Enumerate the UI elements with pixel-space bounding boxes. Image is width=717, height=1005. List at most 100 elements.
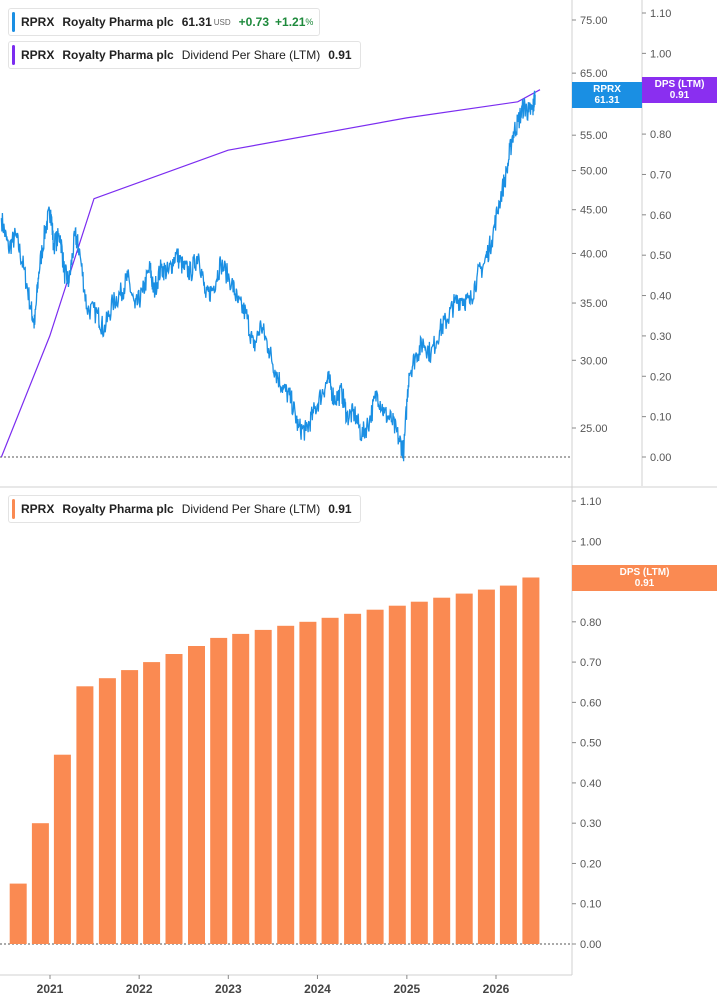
price-y-label: 50.00	[580, 166, 608, 178]
price-tag-ticker: RPRX	[593, 84, 621, 95]
dps-bar	[143, 662, 161, 944]
dps-y-axis-top: 0.00 0.10 0.20 0.30 0.40 0.50 0.60 0.70 0.80 1.00…	[642, 8, 671, 464]
dps-bar	[98, 678, 116, 944]
dps-bar	[188, 646, 205, 944]
dps-bar	[366, 609, 384, 944]
price-tag-value: 61.31	[594, 95, 620, 106]
dps-legend-top-ticker: RPRX	[21, 48, 55, 62]
x-tick-label: 2025	[393, 982, 420, 996]
dps-top-y-label: 0.00	[650, 452, 671, 464]
dps-bottom-y-label: 0.40	[580, 778, 601, 790]
dps-bar	[165, 654, 183, 944]
dps-bar	[455, 593, 473, 944]
dps-bottom-y-label: 0.70	[580, 657, 601, 669]
dps-tag-bottom-label: DPS (LTM)	[619, 567, 670, 578]
dps-legend-bottom-value: 0.91	[328, 502, 352, 516]
price-y-label: 40.00	[580, 248, 608, 260]
dps-top-y-label: 0.20	[650, 371, 671, 383]
price-y-label: 65.00	[580, 68, 608, 80]
dps-legend-bottom[interactable]: RPRX Royalty Pharma plc Dividend Per Sha…	[8, 495, 361, 523]
price-y-label: 30.00	[580, 355, 608, 367]
price-y-label: 35.00	[580, 298, 608, 310]
dps-bottom-y-label: 0.00	[580, 939, 601, 951]
dps-bar-series	[9, 577, 540, 944]
price-y-label: 25.00	[580, 423, 608, 435]
dps-bar	[321, 617, 339, 944]
dps-bottom-y-label: 0.10	[580, 899, 601, 911]
dps-bar	[499, 585, 517, 944]
dps-bottom-y-label: 0.50	[580, 738, 601, 750]
price-line	[0, 90, 536, 462]
dps-legend-top-company: Royalty Pharma plc	[62, 48, 174, 62]
dps-legend-bottom-metric: Dividend Per Share (LTM)	[181, 502, 321, 516]
dps-bottom-y-label: 0.30	[580, 818, 601, 830]
x-tick-label: 2024	[304, 982, 331, 996]
dps-top-y-label: 0.50	[650, 250, 671, 262]
price-legend-company: Royalty Pharma plc	[62, 15, 174, 29]
price-legend-change: +0.73	[238, 15, 270, 29]
dps-legend-bottom-swatch	[12, 499, 15, 519]
dps-tag-bottom-value: 0.91	[634, 578, 655, 589]
dps-bar	[53, 754, 71, 944]
dps-legend-top-swatch	[12, 45, 15, 65]
dps-bar	[232, 633, 250, 944]
dps-bar	[477, 589, 495, 944]
dps-tag-top-value: 0.91	[669, 90, 690, 101]
dps-top-y-label: 1.00	[650, 48, 671, 60]
dps-legend-top[interactable]: RPRX Royalty Pharma plc Dividend Per Sha…	[8, 41, 361, 69]
dps-bar	[299, 621, 317, 944]
price-y-label: 75.00	[580, 15, 608, 27]
dps-bar	[9, 883, 27, 944]
price-legend-change-pct: +1.21	[275, 15, 306, 29]
x-tick-label: 2023	[215, 982, 242, 996]
dps-tag-bottom: DPS (LTM) 0.91	[572, 565, 717, 591]
dps-line-series	[0, 89, 541, 458]
dps-bottom-y-label: 1.10	[580, 496, 601, 508]
dps-top-y-label: 1.10	[650, 8, 671, 20]
dps-bottom-y-label: 0.80	[580, 617, 601, 629]
dps-bar	[433, 597, 451, 944]
dps-bottom-y-label: 0.60	[580, 697, 601, 709]
dps-bar	[388, 605, 406, 944]
dps-bottom-y-label: 0.20	[580, 858, 601, 870]
dps-top-y-label: 0.30	[650, 331, 671, 343]
dps-bar	[277, 625, 295, 944]
price-legend-pct-symbol: %	[305, 17, 314, 27]
dps-bar	[344, 613, 362, 944]
dps-top-y-label: 0.70	[650, 169, 671, 181]
price-line-series	[0, 90, 536, 462]
price-legend-ticker: RPRX	[21, 15, 55, 29]
dps-top-y-label: 0.10	[650, 412, 671, 424]
dps-line	[0, 89, 541, 458]
dps-y-axis-bottom: 0.000.100.200.300.400.500.600.700.800.90…	[572, 496, 601, 951]
x-tick-label: 2022	[126, 982, 153, 996]
dps-bar	[121, 670, 139, 944]
dps-legend-bottom-ticker: RPRX	[21, 502, 55, 516]
price-legend-swatch	[12, 12, 15, 32]
price-legend-currency: USD	[213, 17, 231, 27]
price-y-axis: 25.00 30.00 35.00 40.00 45.00 50.00 55.00 65.00…	[572, 15, 608, 435]
dps-bar	[210, 637, 228, 944]
dps-tag-top-label: DPS (LTM)	[654, 79, 705, 90]
dps-bar	[522, 577, 540, 944]
price-legend[interactable]: RPRX Royalty Pharma plc 61.31 USD +0.73 …	[8, 8, 321, 36]
dps-bar	[31, 823, 49, 944]
dps-bottom-y-label: 1.00	[580, 536, 601, 548]
dps-top-y-label: 0.40	[650, 291, 671, 303]
dps-top-y-label: 0.60	[650, 210, 671, 222]
dps-legend-top-value: 0.91	[328, 48, 352, 62]
dps-bar	[410, 601, 428, 944]
dps-tag-top: DPS (LTM) 0.91	[642, 77, 717, 103]
dps-top-y-label: 0.80	[650, 129, 671, 141]
price-y-label: 45.00	[580, 205, 608, 217]
price-tag: RPRX 61.31	[572, 82, 642, 108]
x-tick-label: 2021	[37, 982, 64, 996]
price-y-label: 55.00	[580, 130, 608, 142]
dps-legend-bottom-company: Royalty Pharma plc	[62, 502, 174, 516]
dps-bar	[254, 629, 272, 944]
x-axis: 2021 2022 2023 2024 2025 2026	[37, 975, 510, 996]
x-tick-label: 2026	[483, 982, 510, 996]
price-legend-price: 61.31	[181, 15, 212, 29]
dps-bar	[76, 686, 94, 944]
